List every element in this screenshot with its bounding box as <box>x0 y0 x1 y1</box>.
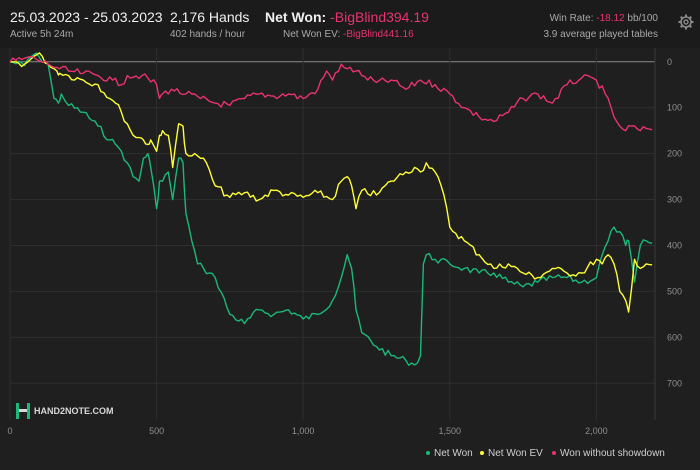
legend-net-won-ev-marker <box>480 451 484 456</box>
series-line-net-won-ev <box>10 52 653 313</box>
x-tick-label: 1,000 <box>292 426 315 436</box>
series-line-without-showdown <box>9 55 653 132</box>
hands-count: 2,176 Hands <box>170 9 250 25</box>
net-won-ev-value: -BigBlind441.16 <box>343 29 414 40</box>
legend-net-won-ev[interactable]: Net Won EV <box>480 448 543 459</box>
hand2note-logo: HAND2NOTE.COM <box>16 401 114 421</box>
y-tick-label: 300 <box>667 195 682 205</box>
y-tick-label: 200 <box>667 149 682 159</box>
legend-without-showdown-marker <box>552 451 556 456</box>
legend-without-showdown[interactable]: Won without showdown <box>552 448 665 459</box>
win-rate-unit: bb/100 <box>627 13 658 24</box>
y-tick-label: 600 <box>667 332 682 342</box>
header: 25.03.2023 - 25.03.2023 Active 5h 24m 2,… <box>0 0 700 48</box>
x-tick-label: 0 <box>7 426 12 436</box>
y-tick-label: 700 <box>667 378 682 388</box>
net-won-label: Net Won: <box>265 9 327 25</box>
win-rate-value: -18.12 <box>596 13 625 24</box>
net-won-ev-label: Net Won EV: <box>283 29 341 40</box>
legend-without-showdown-label: Won without showdown <box>560 448 665 459</box>
win-rate-label: Win Rate: <box>549 13 594 24</box>
y-tick-label: 400 <box>667 240 682 250</box>
hands-block: 2,176 Hands 402 hands / hour <box>170 8 249 42</box>
active-time: Active 5h 24m <box>10 29 74 40</box>
date-range: 25.03.2023 - 25.03.2023 <box>10 9 163 25</box>
date-block: 25.03.2023 - 25.03.2023 Active 5h 24m <box>10 8 163 42</box>
x-tick-label: 1,500 <box>439 426 462 436</box>
y-tick-label: 100 <box>667 103 682 113</box>
gear-icon[interactable] <box>678 14 694 30</box>
legend-net-won[interactable]: Net Won <box>426 448 473 459</box>
average-tables: 3.9 average played tables <box>543 29 658 40</box>
legend-net-won-marker <box>426 451 430 456</box>
logo-text: HAND2NOTE.COM <box>34 406 114 416</box>
legend-net-won-ev-label: Net Won EV <box>488 448 543 459</box>
hands-per-hour: 402 hands / hour <box>170 29 246 40</box>
win-rate-block: Win Rate: -18.12 bb/100 3.9 average play… <box>543 8 658 42</box>
y-tick-label: 500 <box>667 286 682 296</box>
y-tick-label: 0 <box>667 57 672 67</box>
series-line-net-won <box>9 52 653 366</box>
graph-chart: 0 100 200 300 400 500 600 700 0 500 1,000 1,500 2,00… <box>7 48 682 436</box>
hand2note-logo-icon <box>16 403 30 419</box>
net-won-block: Net Won: -BigBlind394.19 Net Won EV: -Bi… <box>265 8 429 42</box>
legend-net-won-label: Net Won <box>434 448 473 459</box>
x-tick-label: 500 <box>149 426 164 436</box>
x-tick-label: 2,000 <box>585 426 608 436</box>
net-won-value: -BigBlind394.19 <box>330 9 429 25</box>
